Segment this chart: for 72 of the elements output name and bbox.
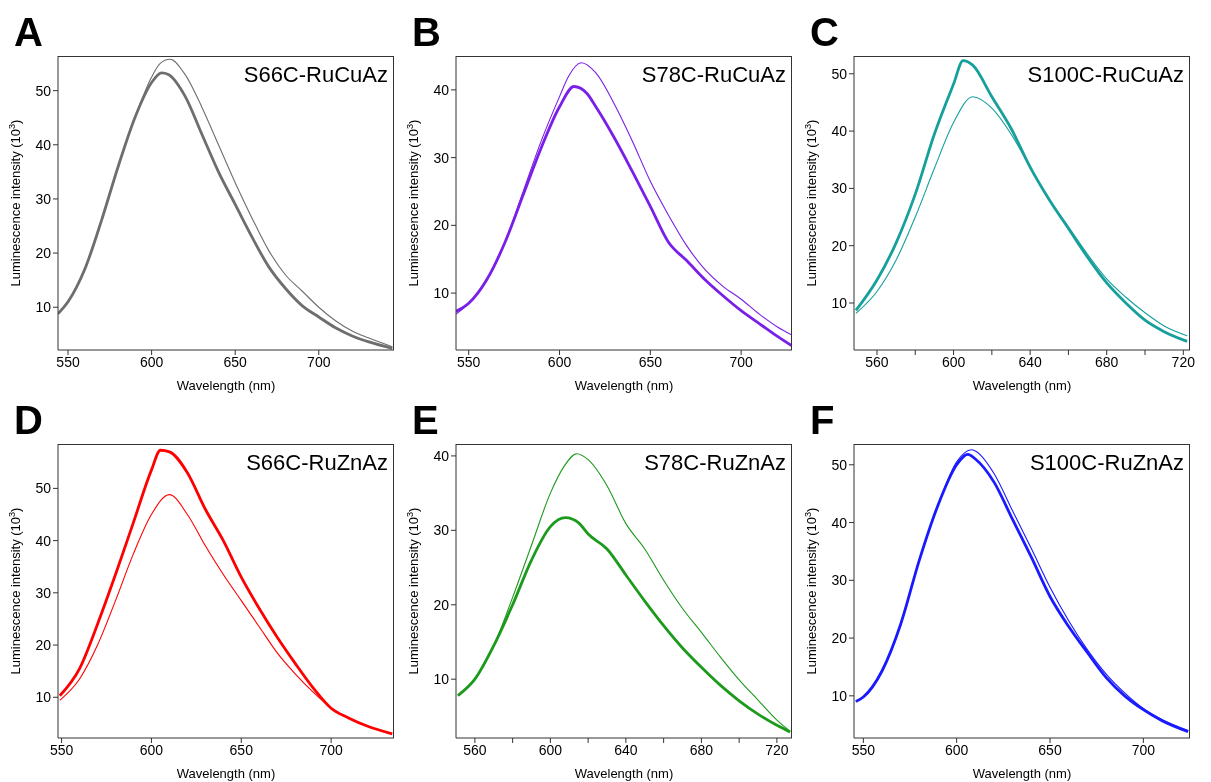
y-tick-label: 20 (831, 630, 848, 647)
y-tick-label: 40 (35, 136, 52, 153)
chart-title: B (412, 10, 441, 54)
y-tick-label: 20 (433, 217, 450, 234)
y-tick-label: 30 (35, 190, 52, 207)
chart-title: C (810, 10, 839, 54)
chart-title: E (412, 398, 439, 442)
y-tick-label: 20 (35, 637, 52, 654)
y-tick-label: 10 (35, 689, 52, 706)
y-tick-label: 30 (831, 180, 848, 197)
y-tick-label: 40 (831, 123, 848, 140)
x-axis-title: Wavelength (nm) (972, 378, 1072, 393)
y-tick-label: 10 (433, 671, 450, 688)
x-axis-title: Wavelength (nm) (574, 766, 674, 781)
y-tick-label: 10 (831, 294, 848, 311)
x-tick-label: 560 (463, 741, 487, 758)
y-tick-label: 30 (433, 522, 450, 539)
x-tick-label: 600 (139, 353, 164, 370)
x-tick-label: 550 (56, 353, 80, 370)
y-tick-label: 30 (831, 572, 848, 589)
x-tick-label: 550 (49, 741, 74, 758)
y-tick-label: 10 (35, 299, 52, 316)
chart-subtitle: S66C-RuZnAz (246, 450, 388, 476)
x-axis-title: Wavelength (nm) (574, 378, 674, 393)
x-tick-label: 720 (765, 741, 789, 758)
x-axis-title: Wavelength (nm) (972, 766, 1072, 781)
y-tick-label: 50 (35, 480, 52, 497)
x-tick-label: 700 (729, 353, 754, 370)
y-tick-label: 20 (35, 245, 52, 262)
x-tick-label: 550 (457, 353, 481, 370)
y-tick-label: 30 (433, 149, 450, 166)
x-tick-label: 600 (547, 353, 572, 370)
chart-title: D (14, 398, 43, 442)
x-tick-label: 650 (638, 353, 663, 370)
x-tick-label: 640 (1018, 353, 1043, 370)
x-tick-label: 700 (1131, 741, 1156, 758)
x-tick-label: 550 (851, 741, 876, 758)
y-tick-label: 20 (831, 237, 848, 254)
y-tick-label: 40 (433, 447, 450, 464)
chart-title: A (14, 10, 43, 54)
x-tick-label: 650 (223, 353, 248, 370)
y-tick-label: 20 (433, 596, 450, 613)
x-tick-label: 640 (614, 741, 638, 758)
y-tick-label: 10 (433, 285, 450, 302)
x-tick-label: 600 (944, 741, 969, 758)
chart-subtitle: S78C-RuZnAz (644, 450, 786, 476)
y-tick-label: 50 (831, 65, 848, 82)
y-tick-label: 40 (831, 514, 848, 531)
chart-subtitle: S66C-RuCuAz (243, 62, 388, 88)
x-axis-title: Wavelength (nm) (176, 378, 276, 393)
x-tick-label: 700 (307, 353, 331, 370)
y-tick-label: 50 (35, 82, 52, 99)
chart-subtitle: S78C-RuCuAz (641, 62, 786, 88)
y-tick-label: 30 (35, 584, 52, 601)
y-tick-label: 10 (831, 687, 848, 704)
y-tick-label: 40 (433, 81, 450, 98)
chart-title: F (810, 398, 835, 442)
y-tick-label: 50 (831, 456, 848, 473)
x-tick-label: 700 (319, 741, 343, 758)
x-axis-title: Wavelength (nm) (176, 766, 276, 781)
x-tick-label: 680 (1095, 353, 1119, 370)
x-tick-label: 650 (229, 741, 254, 758)
x-tick-label: 600 (139, 741, 164, 758)
chart-subtitle: S100C-RuCuAz (1027, 62, 1184, 88)
x-tick-label: 720 (1171, 353, 1196, 370)
x-tick-label: 560 (865, 353, 889, 370)
x-tick-label: 600 (538, 741, 563, 758)
x-tick-label: 600 (941, 353, 966, 370)
y-tick-label: 40 (35, 532, 52, 549)
x-tick-label: 680 (689, 741, 714, 758)
chart-subtitle: S100C-RuZnAz (1029, 450, 1184, 476)
x-tick-label: 650 (1038, 741, 1062, 758)
